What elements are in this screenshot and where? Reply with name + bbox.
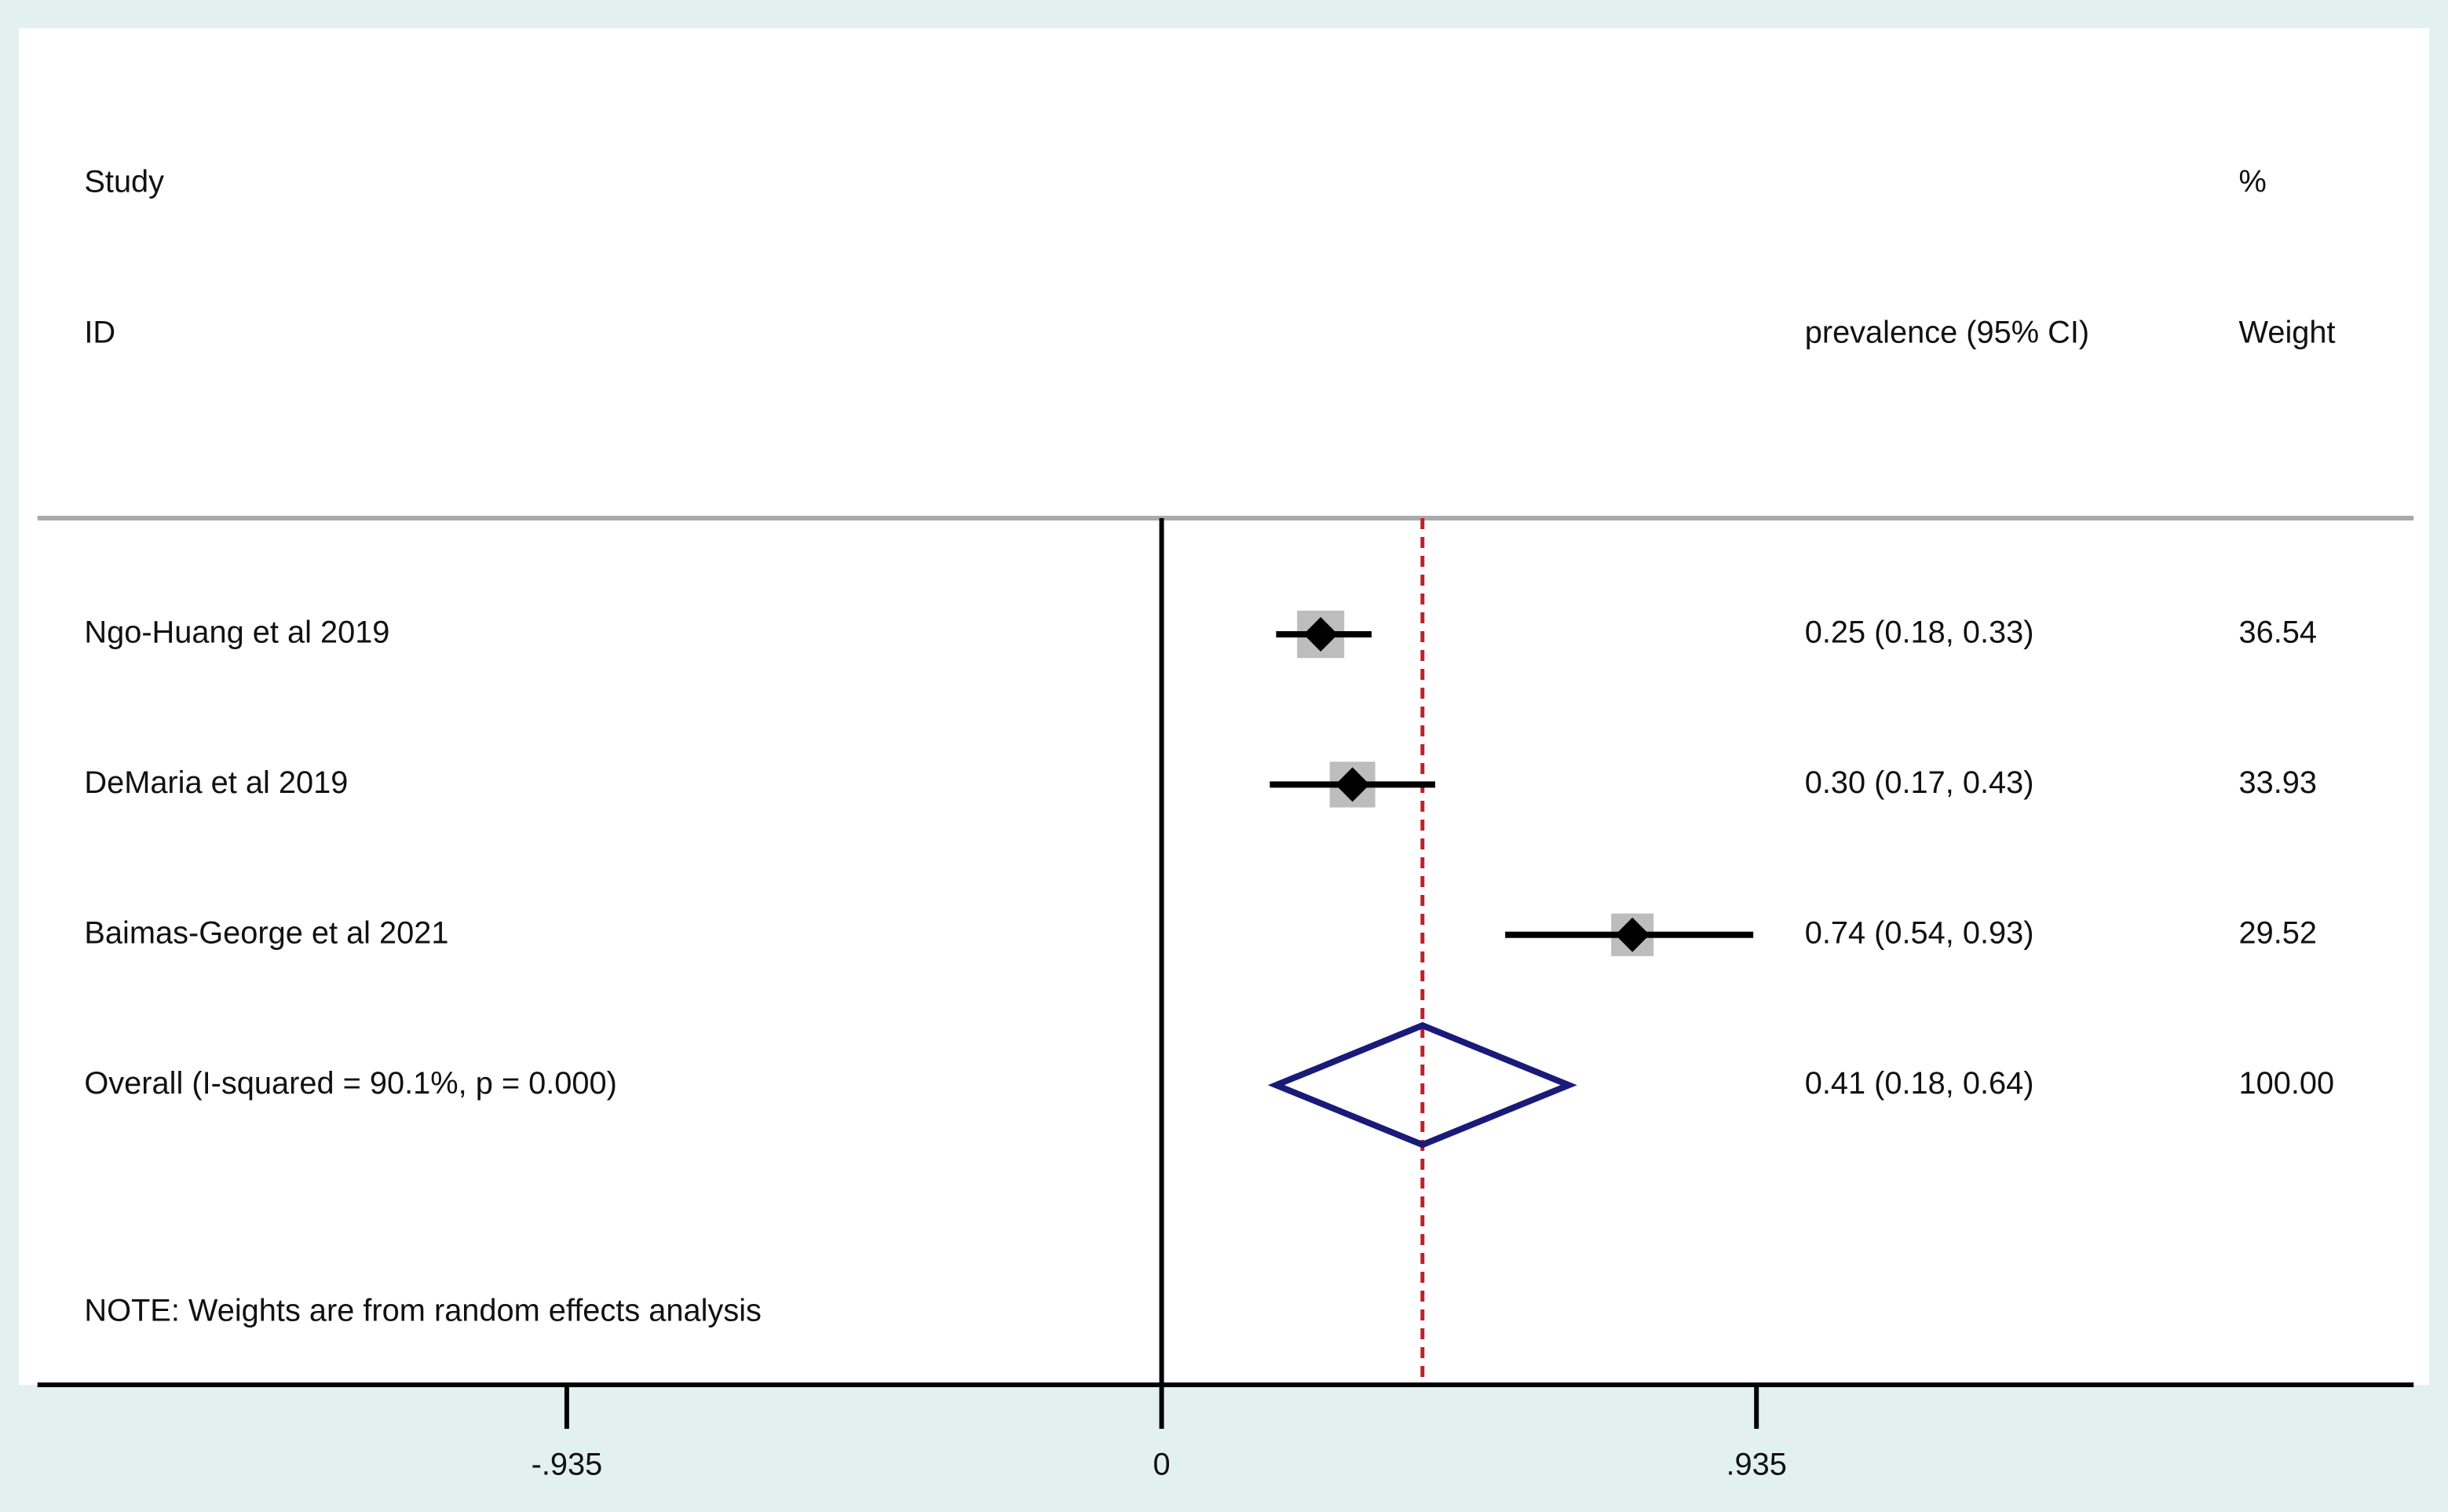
weight-label: 36.54 — [2239, 615, 2318, 649]
header-percent: % — [2239, 164, 2267, 199]
x-tick-label: -.935 — [532, 1447, 603, 1481]
estimate-label: 0.30 (0.17, 0.43) — [1805, 765, 2034, 800]
study-name: Ngo-Huang et al 2019 — [84, 615, 389, 649]
plot-panel — [18, 28, 2430, 1385]
estimate-label: 0.74 (0.54, 0.93) — [1805, 915, 2034, 950]
overall-estimate-label: 0.41 (0.18, 0.64) — [1805, 1066, 2034, 1101]
estimate-label: 0.25 (0.18, 0.33) — [1805, 615, 2034, 649]
axis-area — [0, 1385, 2448, 1512]
header-estimate: prevalence (95% CI) — [1805, 315, 2089, 349]
point-estimate — [1335, 767, 1370, 802]
study-name: Baimas-George et al 2021 — [84, 915, 448, 950]
study-name: DeMaria et al 2019 — [84, 765, 348, 800]
header-study: Study — [84, 164, 164, 199]
x-tick-label: 0 — [1153, 1447, 1170, 1481]
header-id: ID — [84, 315, 115, 349]
weight-label: 33.93 — [2239, 765, 2318, 800]
overall-diamond — [1267, 1021, 1577, 1149]
note: NOTE: Weights are from random effects an… — [84, 1293, 762, 1328]
header-weight: Weight — [2239, 315, 2336, 349]
overall-name: Overall (I-squared = 90.1%, p = 0.000) — [84, 1066, 617, 1101]
point-estimate — [1615, 917, 1650, 952]
x-tick-label: .935 — [1726, 1447, 1787, 1481]
weight-label: 29.52 — [2239, 915, 2318, 950]
point-estimate — [1303, 617, 1339, 652]
overall-weight-label: 100.00 — [2239, 1066, 2335, 1101]
